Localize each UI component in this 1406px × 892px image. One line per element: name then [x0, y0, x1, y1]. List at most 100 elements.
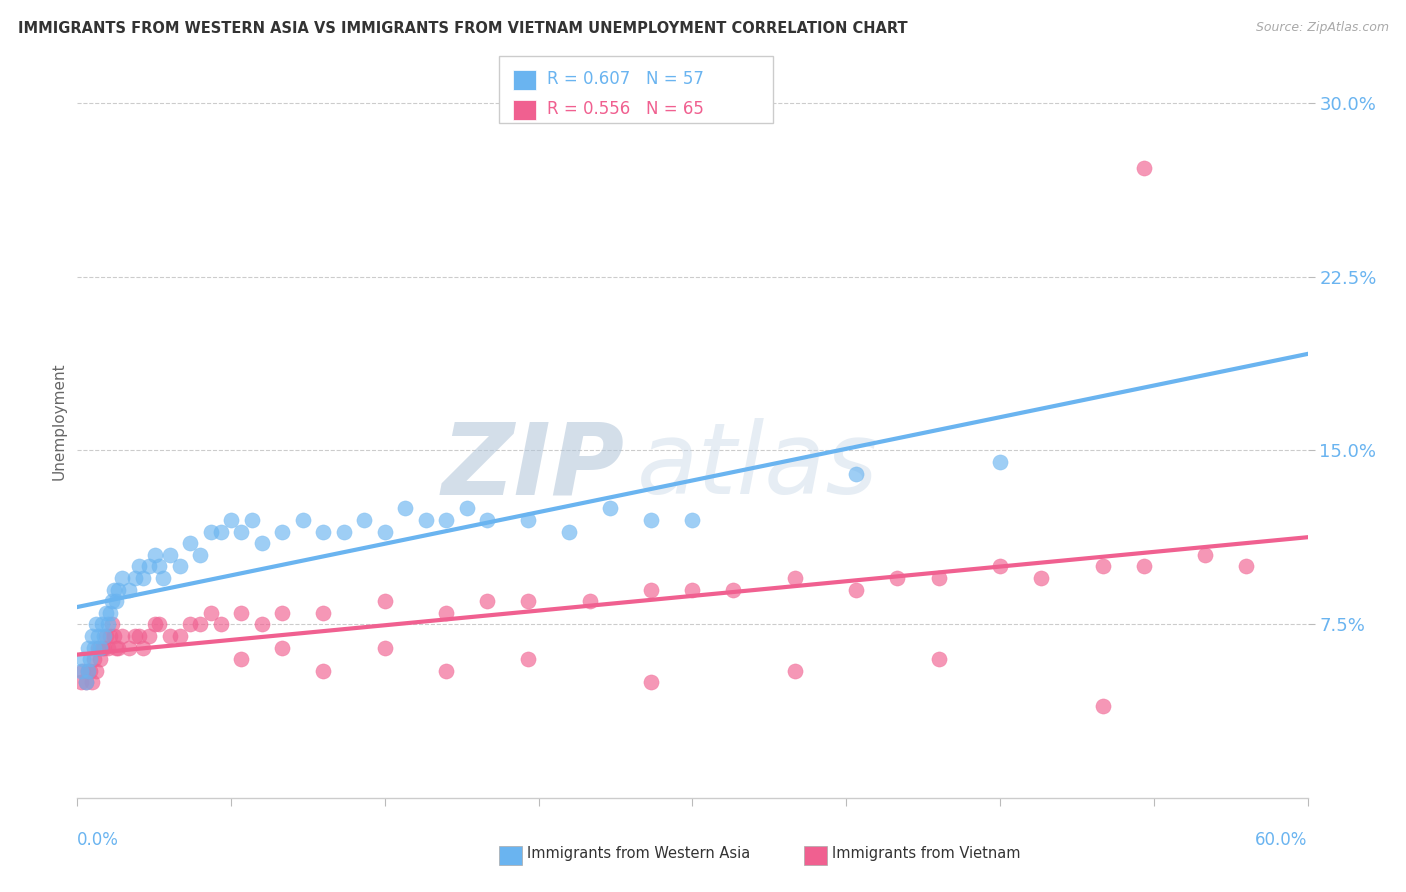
Point [271, 640, 294, 655]
Point [80, 675, 103, 690]
Point [143, 617, 166, 632]
Text: IMMIGRANTS FROM WESTERN ASIA VS IMMIGRANTS FROM VIETNAM UNEMPLOYMENT CORRELATION: IMMIGRANTS FROM WESTERN ASIA VS IMMIGRAN… [18, 21, 908, 36]
Point [312, 664, 335, 678]
Point [84, 664, 107, 678]
Point [98, 629, 121, 643]
Point [72, 664, 94, 678]
Point [152, 571, 174, 585]
Point [83, 640, 105, 655]
Point [517, 513, 540, 527]
Point [517, 594, 540, 608]
Point [271, 606, 294, 620]
Point [1234, 559, 1257, 574]
Point [80, 629, 103, 643]
Point [579, 594, 602, 608]
Point [90, 640, 114, 655]
Point [111, 629, 134, 643]
Point [219, 513, 242, 527]
Point [886, 571, 908, 585]
Point [640, 513, 662, 527]
Point [169, 629, 191, 643]
Point [124, 571, 146, 585]
Point [103, 629, 125, 643]
Point [117, 582, 139, 597]
Point [250, 536, 273, 550]
Point [107, 582, 129, 597]
Point [477, 594, 499, 608]
Point [988, 559, 1011, 574]
Point [79, 652, 101, 666]
Text: Source: ZipAtlas.com: Source: ZipAtlas.com [1256, 21, 1389, 34]
Point [271, 524, 294, 539]
Point [117, 640, 139, 655]
Point [477, 513, 499, 527]
Point [169, 559, 191, 574]
Point [94, 629, 117, 643]
Point [103, 582, 125, 597]
Text: Immigrants from Western Asia: Immigrants from Western Asia [527, 846, 751, 861]
Point [128, 559, 150, 574]
Point [70, 664, 93, 678]
Point [209, 524, 232, 539]
Point [1091, 698, 1114, 713]
Point [72, 652, 94, 666]
Point [138, 559, 160, 574]
Point [209, 617, 232, 632]
Point [415, 513, 437, 527]
Point [94, 606, 117, 620]
Point [240, 513, 263, 527]
Point [456, 501, 478, 516]
Point [845, 467, 868, 481]
Point [250, 617, 273, 632]
Point [89, 652, 111, 666]
Point [87, 640, 110, 655]
Point [558, 524, 581, 539]
Point [79, 664, 101, 678]
Point [132, 640, 155, 655]
Point [148, 559, 170, 574]
Point [107, 640, 129, 655]
Point [312, 606, 335, 620]
Point [128, 629, 150, 643]
Point [682, 582, 704, 597]
Point [97, 640, 120, 655]
Point [353, 513, 375, 527]
Point [93, 640, 115, 655]
Text: 0.0%: 0.0% [77, 831, 120, 849]
Point [124, 629, 146, 643]
Y-axis label: Unemployment: Unemployment [51, 363, 66, 480]
Point [179, 536, 201, 550]
Point [93, 629, 115, 643]
Point [105, 640, 128, 655]
Point [640, 675, 662, 690]
Point [436, 664, 458, 678]
Point [84, 617, 107, 632]
Point [105, 594, 128, 608]
Point [75, 675, 97, 690]
Point [231, 652, 253, 666]
Point [374, 640, 396, 655]
Point [188, 548, 212, 562]
Point [394, 501, 416, 516]
Point [640, 582, 662, 597]
Point [159, 548, 181, 562]
Point [97, 617, 120, 632]
Point [132, 571, 155, 585]
Point [90, 617, 114, 632]
Point [988, 455, 1011, 469]
Point [723, 582, 745, 597]
Point [76, 640, 98, 655]
Point [76, 664, 98, 678]
Point [98, 606, 121, 620]
Point [682, 513, 704, 527]
Point [138, 629, 160, 643]
Point [1132, 161, 1154, 175]
Point [312, 524, 335, 539]
Point [76, 664, 98, 678]
Point [101, 617, 124, 632]
Point [374, 524, 396, 539]
Point [436, 513, 458, 527]
Text: atlas: atlas [637, 418, 879, 516]
Point [1194, 548, 1216, 562]
Text: 60.0%: 60.0% [1256, 831, 1308, 849]
